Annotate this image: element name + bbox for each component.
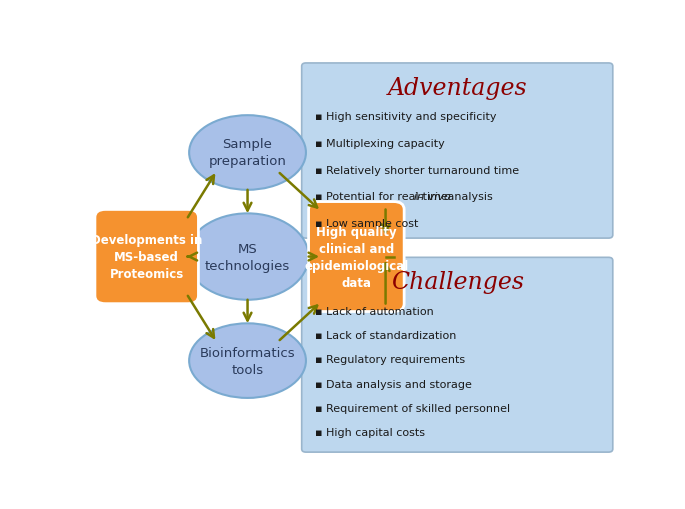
Text: ▪ Requirement of skilled personnel: ▪ Requirement of skilled personnel [316,403,510,413]
Text: ▪ Low sample cost: ▪ Low sample cost [316,219,419,229]
Text: Adventages: Adventages [388,77,527,100]
Text: Challenges: Challenges [390,271,524,294]
Text: in vivo: in vivo [414,192,451,202]
Text: High quality
clinical and
epidemiological
data: High quality clinical and epidemiologica… [304,225,408,289]
Text: analysis: analysis [445,192,493,202]
Text: ▪ Potential for real-time: ▪ Potential for real-time [316,192,452,202]
Text: ▪ Lack of automation: ▪ Lack of automation [316,306,434,316]
Text: ▪ Data analysis and storage: ▪ Data analysis and storage [316,379,473,389]
FancyBboxPatch shape [301,64,613,239]
Text: ▪ High capital costs: ▪ High capital costs [316,428,425,438]
Text: Sample
preparation: Sample preparation [209,138,286,168]
Text: Developments in
MS-based
Proteomics: Developments in MS-based Proteomics [91,234,202,280]
Text: ▪ Relatively shorter turnaround time: ▪ Relatively shorter turnaround time [316,165,520,175]
Text: Bioinformatics
tools: Bioinformatics tools [200,346,295,376]
FancyBboxPatch shape [301,258,613,452]
FancyBboxPatch shape [308,202,404,312]
Text: ▪ High sensitivity and specificity: ▪ High sensitivity and specificity [316,112,497,122]
Ellipse shape [186,214,308,300]
Text: ▪ Multiplexing capacity: ▪ Multiplexing capacity [316,138,445,149]
FancyBboxPatch shape [95,210,199,304]
Ellipse shape [189,116,306,190]
Ellipse shape [189,324,306,398]
Text: ▪ Regulatory requirements: ▪ Regulatory requirements [316,355,466,364]
Text: ▪ Lack of standardization: ▪ Lack of standardization [316,330,457,341]
Text: MS
technologies: MS technologies [205,242,290,272]
